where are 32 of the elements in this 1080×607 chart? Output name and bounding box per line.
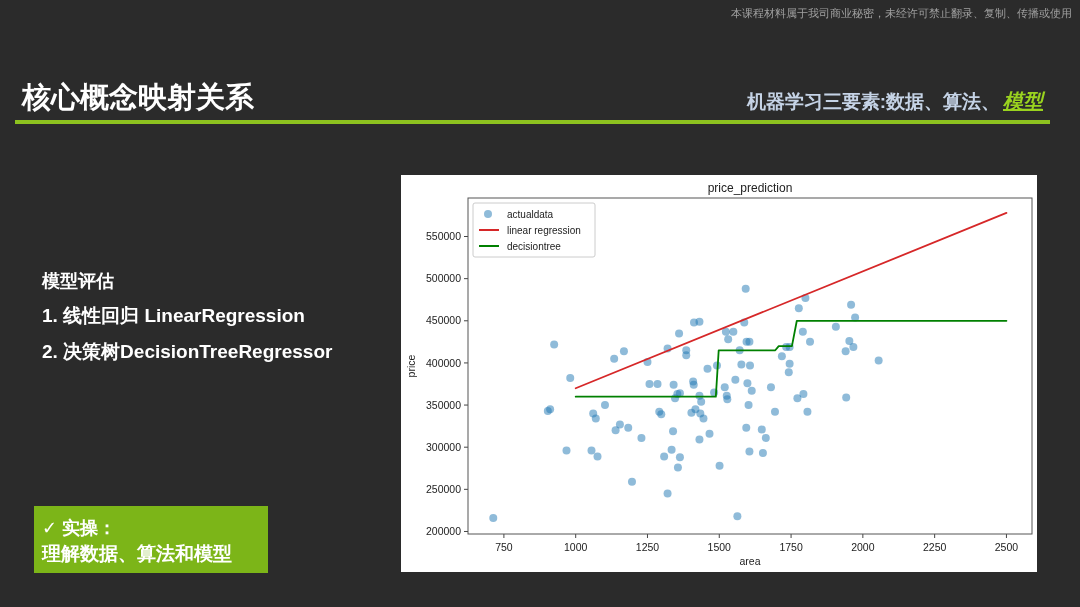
text: ✓ 实操： [42,518,117,538]
text: 核心概念映射关系 [21,81,255,113]
legend-label: decisiontree [507,240,562,252]
y-tick-label: 450000 [425,314,462,327]
x-tick-label: 750 [495,541,513,553]
text: 模型 [1002,90,1046,112]
x-tick-label: 2500 [994,541,1019,553]
text: 机器学习三要素:数据、算法、 [745,91,1000,112]
y-tick-label: 200000 [425,525,462,538]
text: 模型评估 [41,271,114,291]
y-tick-label: 300000 [425,440,462,453]
x-tick-label: 2000 [851,541,875,553]
text: 1. 线性回归 LinearRegression [42,305,305,326]
x-tick-label: 2250 [922,541,947,553]
chart-title: price_prediction [707,181,793,195]
text: 2. 决策树DecisionTreeRegressor [42,341,333,362]
y-tick-label: 550000 [425,230,462,243]
line-series [574,319,1008,398]
x-axis-title: area [739,555,761,567]
y-tick-label: 250000 [425,482,462,495]
text: 本课程材料属于我司商业秘密，未经许可禁止翻录、复制、传播或使用 [731,7,1072,19]
x-tick-label: 1000 [564,541,588,553]
y-tick-label: 350000 [425,398,462,411]
y-tick-label: 500000 [425,272,462,285]
y-axis-title: price [405,354,417,378]
legend-label: linear regression [507,224,581,236]
legend-label: actualdata [507,208,554,220]
y-tick-label: 400000 [425,356,462,369]
text: 理解数据、算法和模型 [41,543,232,564]
x-tick-label: 1500 [707,541,732,553]
x-tick-label: 1750 [779,541,803,553]
x-tick-label: 1250 [635,541,660,553]
